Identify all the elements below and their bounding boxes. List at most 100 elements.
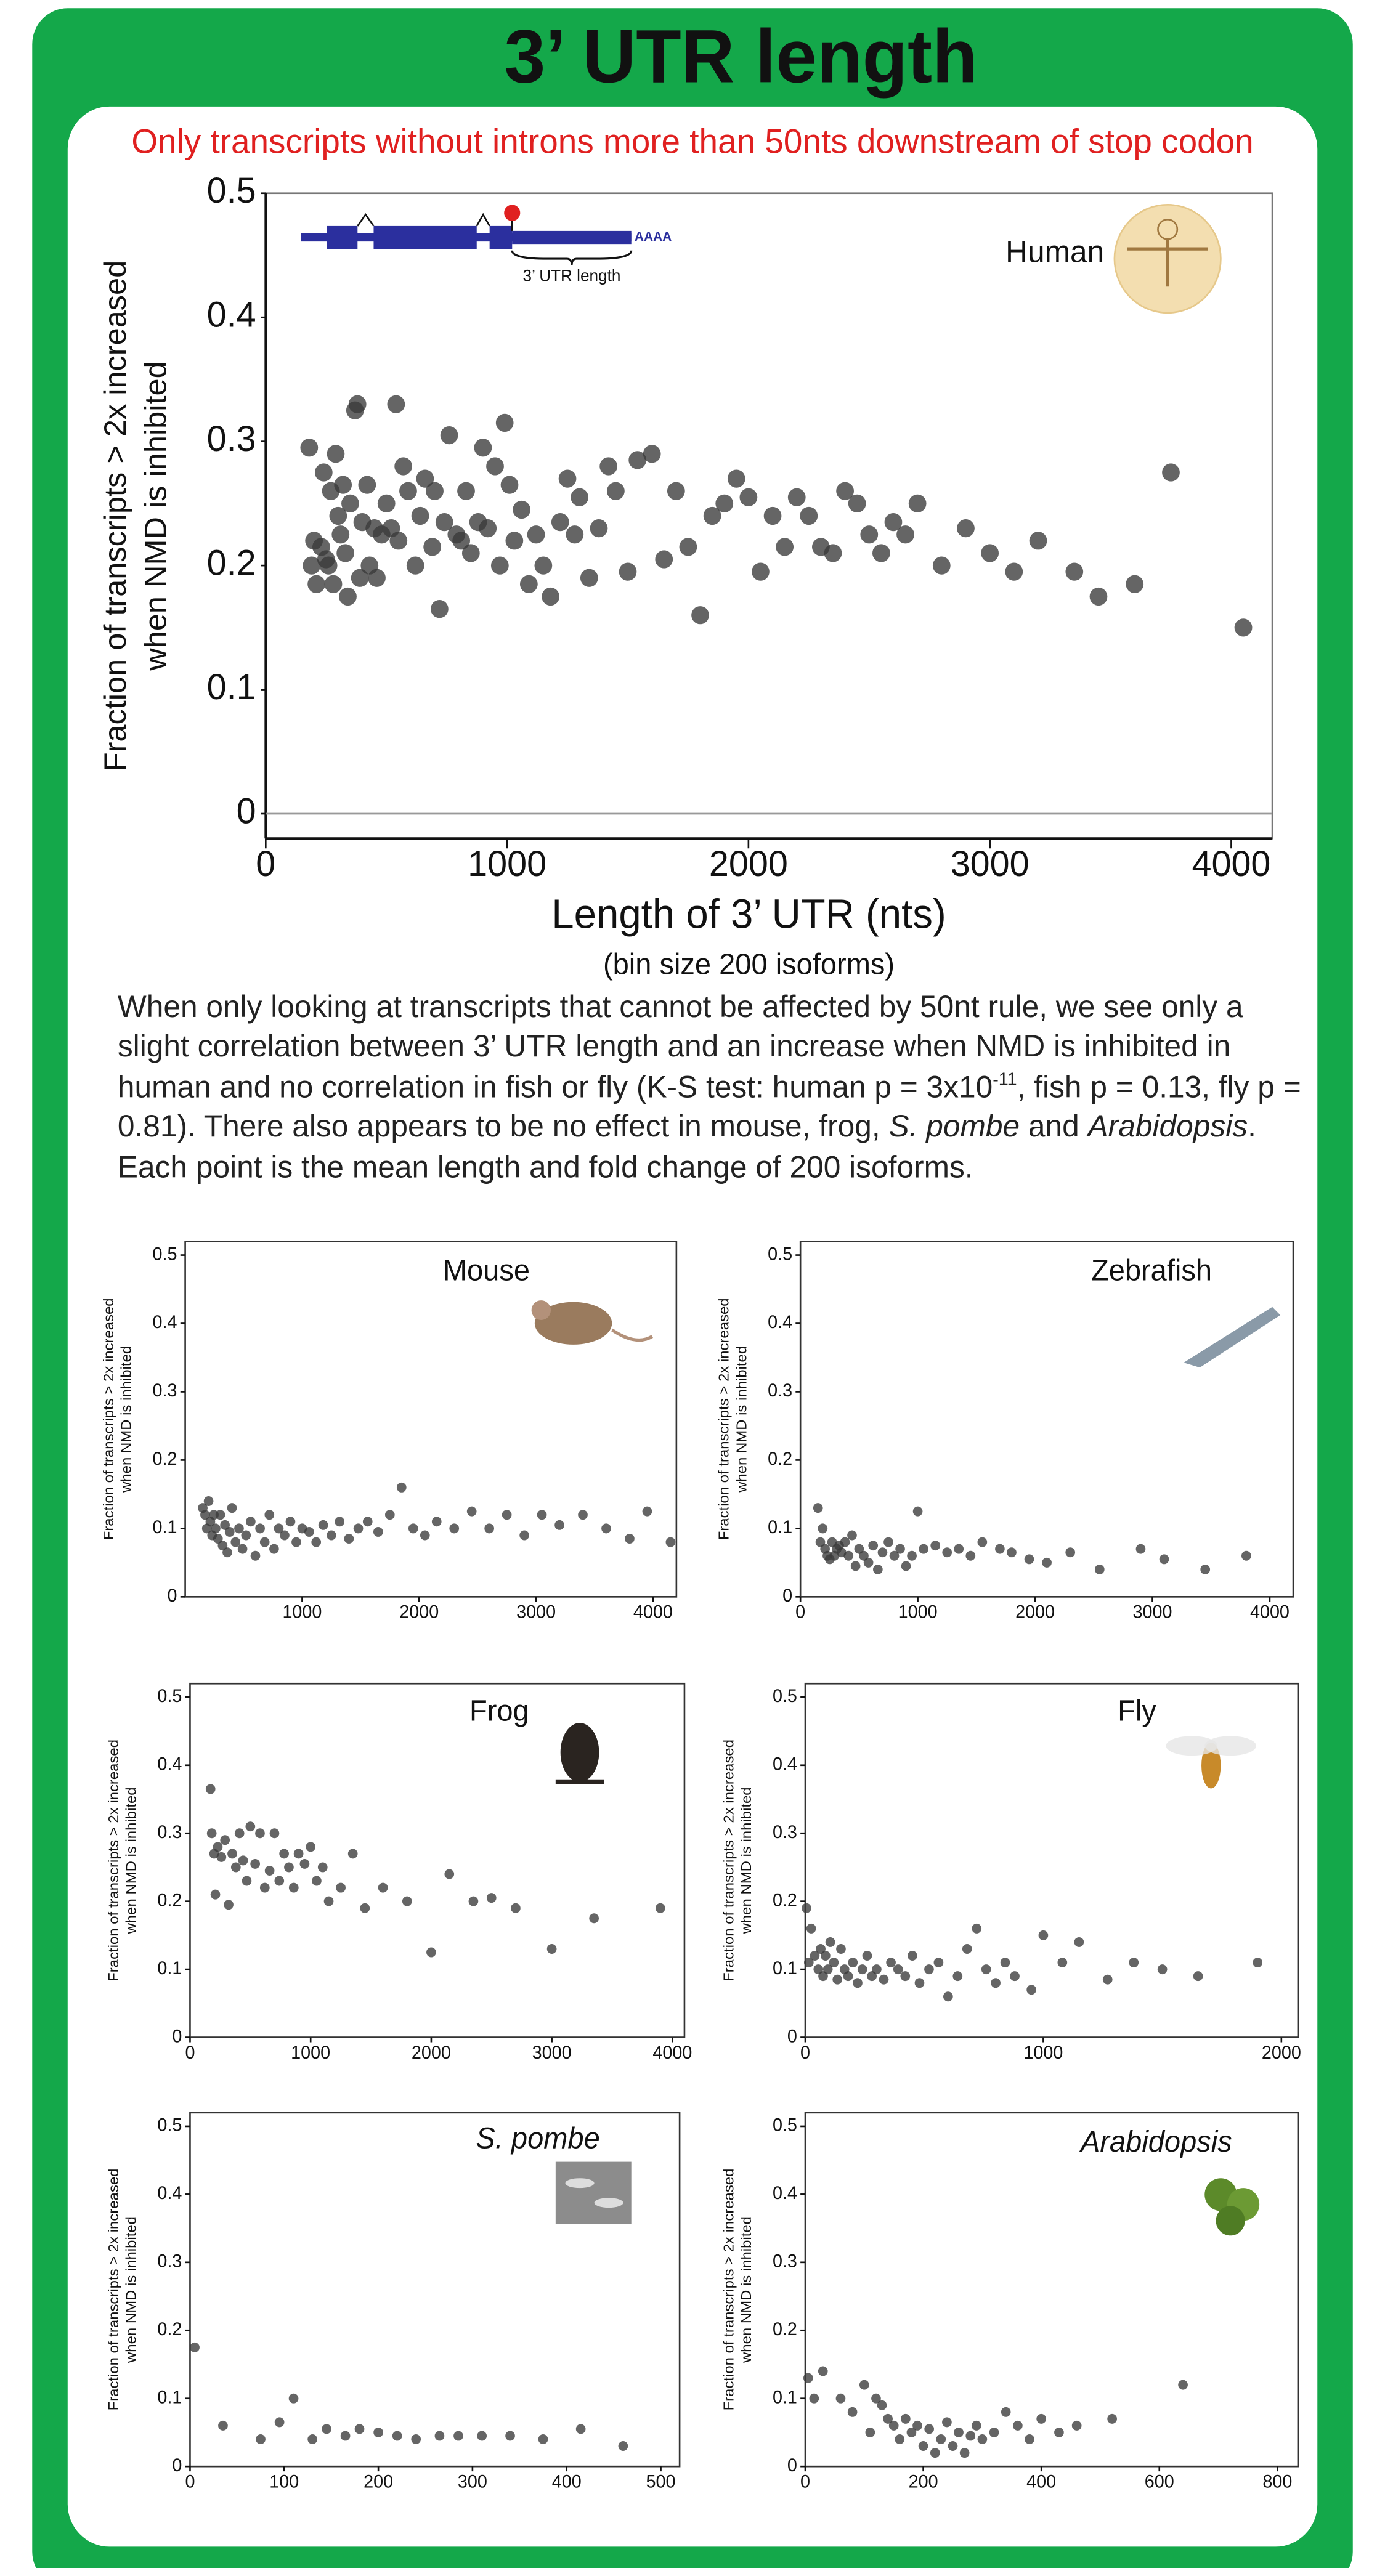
data-point [643, 445, 661, 463]
y-tick-label: 0.5 [773, 1687, 797, 1706]
data-point [578, 1510, 588, 1520]
data-point [888, 2420, 899, 2431]
data-point [264, 1510, 275, 1520]
data-point [906, 2427, 917, 2437]
data-point [351, 569, 369, 587]
data-point [1001, 2407, 1011, 2417]
x-axis-note: (bin size 200 isoforms) [603, 948, 895, 981]
data-point [218, 2420, 228, 2431]
data-point [907, 1550, 917, 1561]
data-point [1234, 618, 1253, 637]
data-point [889, 1550, 900, 1561]
data-point [816, 1943, 826, 1954]
data-point [972, 1923, 982, 1934]
data-point [628, 451, 647, 469]
x-tick-label: 4000 [1192, 844, 1270, 885]
y-tick-label: 0.5 [773, 2115, 797, 2135]
data-point [952, 1971, 963, 1982]
data-point [341, 494, 359, 512]
data-point [943, 1991, 953, 2002]
y-tick-label: 0 [172, 2027, 182, 2046]
data-point [334, 476, 352, 494]
data-point [1042, 1557, 1052, 1568]
y-tick-label: 0.3 [768, 1381, 792, 1401]
data-point [479, 519, 497, 538]
data-point [307, 2434, 317, 2444]
data-point [829, 1958, 839, 1968]
y-tick-label: 0.1 [207, 667, 256, 708]
x-tick-label: 0 [185, 2472, 195, 2492]
data-point [1057, 1958, 1068, 1968]
y-tick-label: 0 [787, 2456, 797, 2476]
data-point [822, 1964, 833, 1975]
data-point [836, 1943, 846, 1954]
data-point [227, 1849, 237, 1859]
plot-frame [184, 1241, 678, 1598]
data-point [1013, 2420, 1023, 2431]
polya-label: AAAA [635, 230, 672, 244]
data-point [933, 1958, 944, 1968]
gene-diagram: 3’ UTR length AAAA [301, 205, 672, 285]
data-point [411, 2434, 421, 2444]
x-tick-label: 0 [800, 2472, 810, 2492]
y-tick-label: 0.3 [773, 1823, 797, 1842]
x-tick-label: 800 [1262, 2472, 1292, 2492]
data-point [571, 488, 589, 506]
data-point [227, 1503, 237, 1513]
y-tick-label: 0.1 [768, 1518, 792, 1537]
data-point [335, 1517, 345, 1527]
data-point [250, 1858, 260, 1869]
y-tick-label: 0.5 [157, 1687, 182, 1706]
white-panel [67, 106, 1318, 2547]
data-point [843, 1971, 853, 1982]
species-label: Arabidopsis [1079, 2126, 1232, 2158]
data-point [901, 2413, 911, 2424]
data-point [513, 500, 530, 519]
data-point [502, 1510, 512, 1520]
x-tick-label: 4000 [652, 2043, 692, 2063]
y-axis-label: when NMD is inhibited [739, 1787, 755, 1934]
data-point [599, 457, 618, 476]
data-point [853, 1978, 863, 1988]
data-point [234, 1523, 244, 1534]
data-point [877, 1547, 888, 1558]
data-point [505, 2431, 515, 2441]
y-tick-label: 0.5 [157, 2115, 182, 2135]
data-point [895, 1544, 905, 1554]
data-point [806, 1923, 816, 1934]
y-tick-label: 0.2 [207, 543, 256, 583]
data-point [368, 569, 386, 587]
data-point [847, 1530, 857, 1541]
data-point [1089, 587, 1108, 606]
data-point [431, 599, 449, 618]
data-point [495, 413, 514, 432]
x-tick-label: 2000 [1015, 1602, 1055, 1622]
species-icons [531, 204, 1281, 2236]
data-point [618, 2441, 628, 2451]
utr-label: 3’ UTR length [523, 266, 621, 285]
data-point [752, 562, 770, 581]
data-point [511, 1903, 521, 1913]
y-tick-label: 0.3 [153, 1381, 177, 1401]
data-point [288, 1882, 299, 1893]
data-point [871, 2393, 881, 2404]
data-point [703, 506, 721, 525]
data-point [440, 426, 458, 445]
data-point [323, 1896, 334, 1906]
data-point [1102, 1974, 1113, 1985]
data-point [527, 525, 545, 544]
data-point [453, 2431, 463, 2441]
data-point [255, 1828, 265, 1839]
data-point [280, 1530, 290, 1541]
x-tick-label: 0 [185, 2043, 195, 2063]
data-point [537, 1510, 547, 1520]
data-point [896, 525, 914, 544]
data-point [1000, 1958, 1010, 1968]
data-point [466, 1506, 477, 1517]
x-tick-label: 100 [269, 2472, 299, 2492]
y-axis-label: when NMD is inhibited [124, 1787, 140, 1934]
data-point [914, 1978, 925, 1988]
data-point [810, 1951, 820, 1961]
data-point [619, 562, 637, 581]
data-point [222, 1547, 232, 1558]
